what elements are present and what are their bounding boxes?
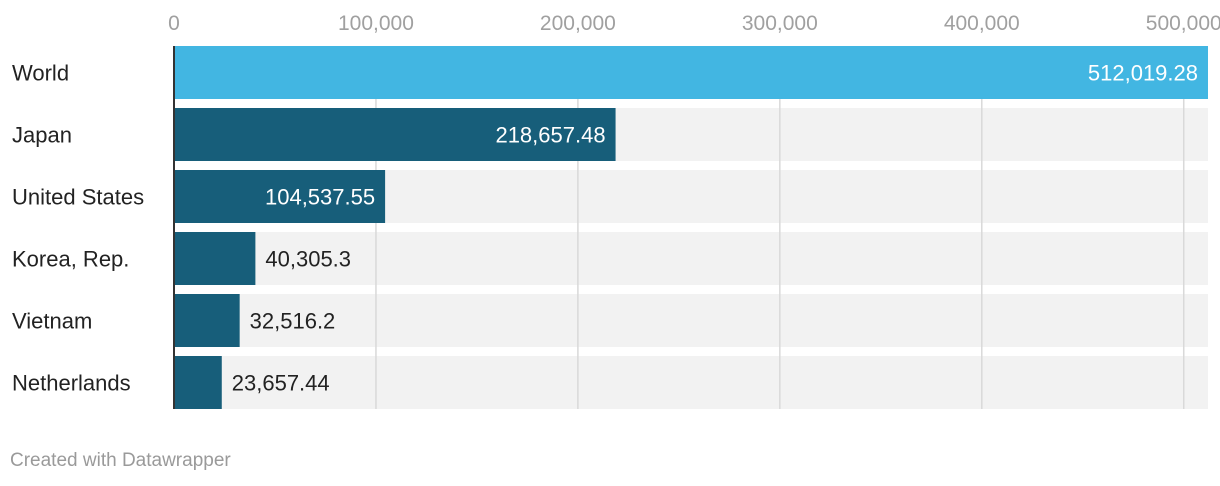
bar-chart: 0 100,000 200,000 300,000 400,000 500,000 Wor… <box>12 12 1220 409</box>
bar-track <box>174 356 1208 409</box>
row-label: United States <box>12 185 144 210</box>
value-labels: 512,019.28 218,657.48 104,537.55 40,305.3 32… <box>232 61 1198 396</box>
bar <box>174 294 240 347</box>
row-labels: World Japan United States Korea, Rep. Vietna… <box>12 61 144 396</box>
row-label: Netherlands <box>12 371 131 396</box>
x-tick-label: 400,000 <box>944 12 1020 35</box>
x-tick-label: 300,000 <box>742 12 818 35</box>
value-label: 104,537.55 <box>265 185 375 210</box>
bars <box>174 46 1208 409</box>
value-label: 32,516.2 <box>250 309 336 334</box>
bar <box>174 232 256 285</box>
row-label: Korea, Rep. <box>12 247 129 272</box>
bar-tracks <box>174 46 1208 409</box>
bar-track <box>174 294 1208 347</box>
row-label: Japan <box>12 123 72 148</box>
x-tick-label: 500,000 <box>1146 12 1220 35</box>
value-label: 218,657.48 <box>495 123 605 148</box>
x-axis-ticks: 0 100,000 200,000 300,000 400,000 500,000 <box>168 12 1220 35</box>
bar <box>174 46 1208 99</box>
x-tick-label: 0 <box>168 12 180 35</box>
x-tick-label: 100,000 <box>338 12 414 35</box>
bar <box>174 170 386 223</box>
x-tick-label: 200,000 <box>540 12 616 35</box>
value-label: 40,305.3 <box>265 247 351 272</box>
row-label: Vietnam <box>12 309 92 334</box>
bar-track <box>174 232 1208 285</box>
row-label: World <box>12 61 69 86</box>
value-label: 512,019.28 <box>1088 61 1198 86</box>
footer-credit: Created with Datawrapper <box>10 450 231 471</box>
bar <box>174 108 616 161</box>
bar <box>174 356 222 409</box>
value-label: 23,657.44 <box>232 371 330 396</box>
gridlines <box>375 46 1185 409</box>
